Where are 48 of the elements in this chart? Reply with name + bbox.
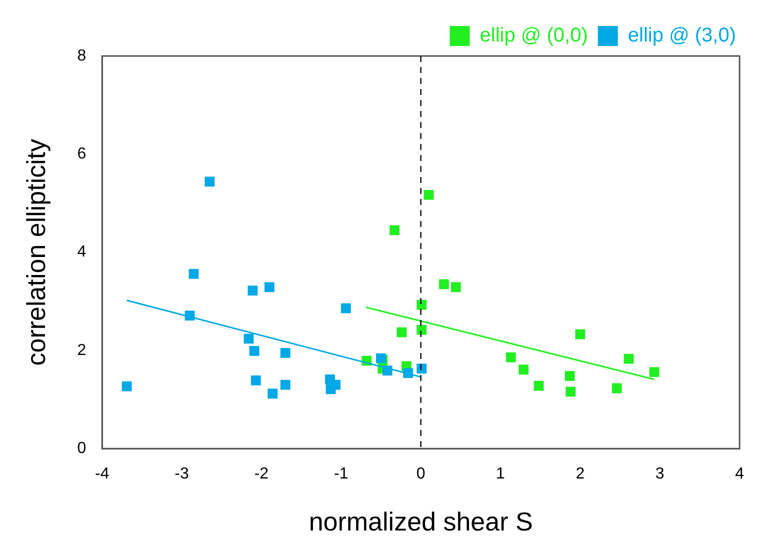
point <box>280 380 290 390</box>
point <box>326 384 336 394</box>
point <box>390 225 400 236</box>
point <box>566 386 576 397</box>
point <box>518 364 529 375</box>
y-tick-label: 6 <box>77 146 86 163</box>
point <box>416 300 427 310</box>
y-tick-label: 8 <box>77 47 86 64</box>
x-tick-label: -4 <box>94 466 110 483</box>
point <box>612 383 622 394</box>
point <box>264 282 274 292</box>
point <box>450 282 461 292</box>
point <box>416 364 427 374</box>
point <box>122 381 132 392</box>
point <box>649 367 660 377</box>
point <box>424 190 434 200</box>
x-axis-title: normalized shear S <box>308 506 533 537</box>
legend-label: ellip @ (0,0) <box>480 24 588 47</box>
point <box>249 346 260 356</box>
point <box>188 268 199 279</box>
y-axis-title: correlation ellipticity <box>20 138 51 366</box>
x-tick-label: -1 <box>334 466 348 483</box>
point <box>438 279 449 290</box>
x-tick-label: 3 <box>655 466 664 483</box>
point <box>534 380 544 391</box>
x-tick-label: 2 <box>576 466 585 483</box>
x-tick-label: 0 <box>416 466 426 483</box>
legend-label: ellip @ (3,0) <box>628 24 736 47</box>
y-tick-label: 0 <box>77 440 86 458</box>
x-tick-label: 1 <box>496 466 506 483</box>
point <box>280 348 290 358</box>
y-tick-label: 4 <box>77 244 86 261</box>
point <box>564 371 575 381</box>
x-tick-label: -3 <box>174 466 189 483</box>
point <box>204 176 215 187</box>
point <box>575 329 586 340</box>
x-tick-label: 4 <box>735 466 744 483</box>
point <box>506 352 516 362</box>
point <box>624 354 634 364</box>
point <box>250 375 261 386</box>
point <box>248 286 258 296</box>
point <box>244 334 254 344</box>
x-tick-label: -2 <box>254 466 269 483</box>
y-tick-label: 2 <box>77 342 86 359</box>
point <box>340 303 351 314</box>
point <box>396 327 407 338</box>
point <box>416 324 427 335</box>
point <box>268 388 278 399</box>
